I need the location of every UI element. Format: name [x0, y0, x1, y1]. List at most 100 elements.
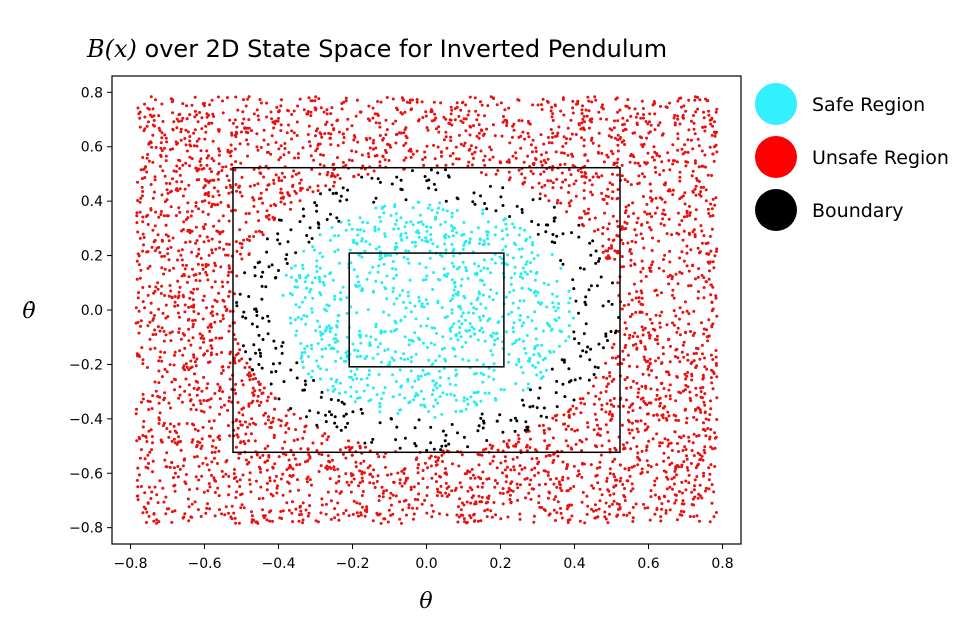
unsafe-point [150, 245, 154, 249]
safe-point [528, 356, 532, 360]
unsafe-point [545, 99, 549, 103]
unsafe-point [606, 521, 610, 525]
unsafe-point [567, 415, 571, 419]
unsafe-point [164, 512, 168, 516]
unsafe-point [216, 382, 220, 386]
boundary-point [482, 421, 486, 425]
unsafe-point [252, 198, 256, 202]
unsafe-point [557, 125, 561, 129]
unsafe-point [690, 503, 694, 506]
safe-point [426, 317, 430, 321]
unsafe-point [632, 212, 636, 215]
unsafe-point [627, 336, 631, 340]
unsafe-point [187, 275, 191, 279]
safe-point [310, 310, 314, 314]
unsafe-point [599, 453, 603, 457]
unsafe-point [228, 434, 232, 438]
unsafe-point [251, 399, 255, 403]
safe-point [407, 249, 411, 253]
unsafe-point [246, 97, 250, 101]
safe-point [568, 296, 572, 300]
safe-point [300, 354, 304, 358]
unsafe-point [421, 469, 425, 472]
unsafe-point [655, 476, 659, 480]
unsafe-point [657, 239, 661, 243]
unsafe-point [670, 277, 674, 281]
safe-point [433, 383, 437, 387]
unsafe-point [537, 494, 541, 498]
safe-point [310, 281, 314, 285]
unsafe-point [577, 123, 581, 127]
unsafe-point [680, 271, 684, 275]
safe-point [347, 219, 351, 223]
safe-point [449, 224, 453, 228]
safe-point [344, 228, 348, 232]
unsafe-point [616, 281, 620, 285]
unsafe-point [311, 441, 315, 445]
safe-point [429, 233, 433, 236]
unsafe-point [483, 163, 487, 167]
safe-point [541, 358, 545, 362]
unsafe-point [228, 396, 231, 399]
unsafe-point [281, 446, 285, 450]
unsafe-point [387, 508, 391, 512]
unsafe-point [157, 418, 161, 422]
safe-point [383, 232, 387, 236]
unsafe-point [509, 468, 513, 472]
unsafe-point [139, 324, 142, 328]
unsafe-point [421, 477, 425, 481]
unsafe-point [339, 490, 343, 494]
unsafe-point [159, 141, 163, 145]
unsafe-point [209, 353, 213, 357]
unsafe-point [657, 266, 661, 270]
unsafe-point [310, 483, 313, 487]
unsafe-point [180, 258, 184, 262]
unsafe-point [515, 482, 519, 486]
unsafe-point [195, 113, 199, 117]
unsafe-point [629, 264, 633, 268]
unsafe-point [662, 451, 666, 455]
boundary-point [360, 175, 364, 179]
unsafe-point [198, 279, 202, 283]
unsafe-point [587, 126, 591, 130]
unsafe-point [180, 180, 184, 184]
unsafe-point [612, 492, 616, 496]
unsafe-point [449, 118, 453, 122]
safe-point [494, 225, 498, 229]
safe-point [354, 283, 358, 287]
unsafe-point [565, 507, 569, 511]
unsafe-point [554, 495, 558, 499]
unsafe-point [702, 296, 706, 300]
unsafe-point [292, 412, 296, 416]
boundary-point [561, 382, 565, 386]
unsafe-point [673, 469, 677, 473]
boundary-point [261, 338, 265, 341]
unsafe-point [703, 451, 707, 455]
unsafe-point [662, 169, 666, 172]
unsafe-point [702, 116, 706, 120]
boundary-point [551, 233, 555, 236]
unsafe-point [639, 232, 643, 236]
safe-point [380, 397, 383, 401]
unsafe-point [217, 170, 221, 174]
unsafe-point [294, 172, 298, 176]
unsafe-point [682, 215, 686, 219]
unsafe-point [269, 204, 273, 208]
unsafe-point [559, 186, 563, 190]
unsafe-point [634, 310, 638, 314]
unsafe-point [599, 391, 603, 395]
safe-point [417, 235, 421, 239]
unsafe-point [675, 375, 679, 379]
unsafe-point [136, 296, 140, 300]
unsafe-point [649, 189, 653, 193]
unsafe-point [470, 152, 474, 156]
unsafe-point [680, 350, 684, 354]
boundary-point [584, 350, 588, 354]
safe-point [425, 274, 429, 278]
unsafe-point [676, 117, 680, 121]
unsafe-point [220, 351, 224, 354]
unsafe-point [197, 386, 201, 390]
safe-point [306, 274, 310, 277]
unsafe-point [317, 452, 321, 456]
unsafe-point [377, 499, 381, 503]
